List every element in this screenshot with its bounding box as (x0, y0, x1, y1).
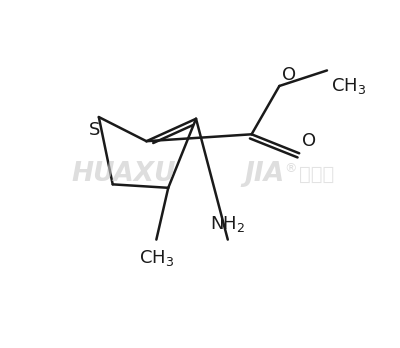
Text: NH$_2$: NH$_2$ (210, 214, 246, 234)
Text: JIA: JIA (245, 161, 285, 187)
Text: O: O (282, 66, 296, 84)
Text: 化学加: 化学加 (299, 165, 334, 183)
Text: CH$_3$: CH$_3$ (139, 247, 174, 268)
Text: ®: ® (284, 161, 297, 175)
Text: O: O (302, 132, 316, 150)
Text: S: S (89, 121, 100, 139)
Text: HUAXU: HUAXU (71, 161, 176, 187)
Text: CH$_3$: CH$_3$ (331, 76, 366, 96)
